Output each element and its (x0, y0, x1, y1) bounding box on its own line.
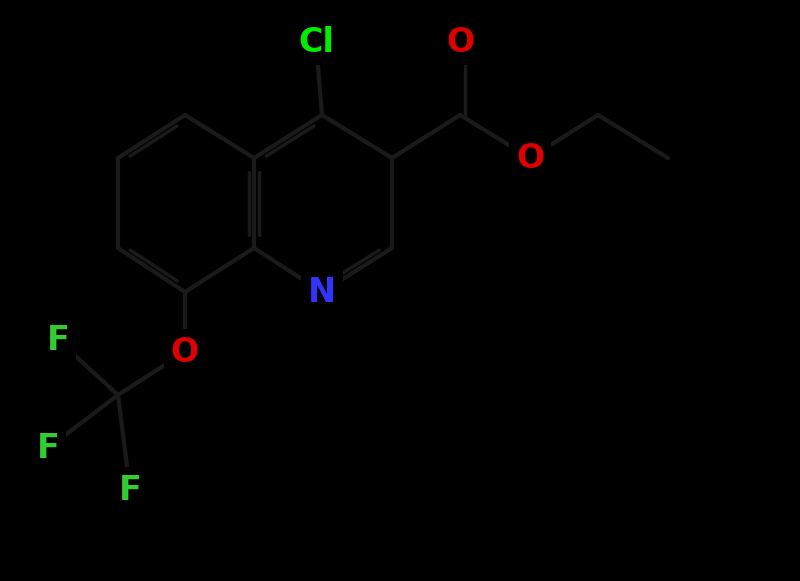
Text: Cl: Cl (298, 26, 334, 59)
Text: O: O (516, 142, 544, 174)
Text: F: F (118, 474, 142, 507)
Text: F: F (37, 432, 59, 464)
Text: F: F (46, 324, 70, 357)
Text: N: N (308, 275, 336, 309)
Text: O: O (171, 335, 199, 368)
Text: O: O (446, 26, 474, 59)
